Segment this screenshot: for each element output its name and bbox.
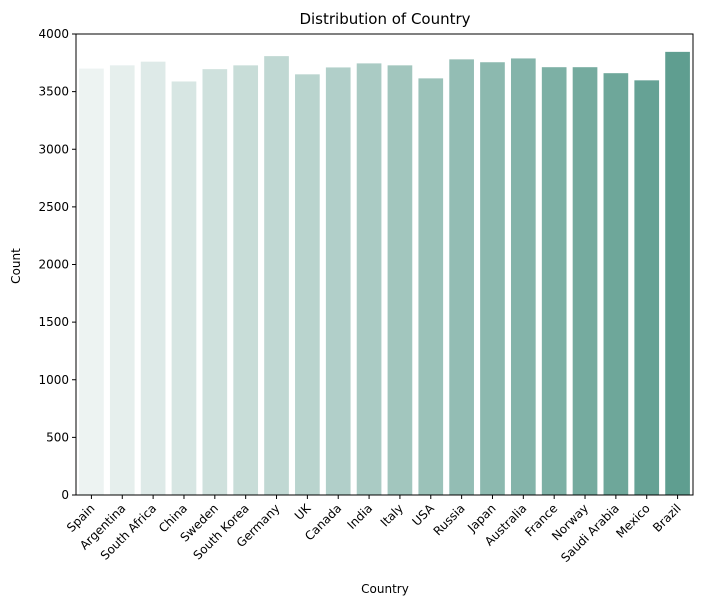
y-tick-label: 2500 (38, 200, 69, 214)
bar-japan (480, 62, 505, 496)
bar-south-africa (140, 61, 166, 495)
y-tick-label: 3000 (38, 142, 69, 156)
chart-title: Distribution of Country (299, 10, 470, 28)
x-tick-label: UK (292, 500, 314, 522)
x-tick-label: Brazil (650, 501, 684, 535)
y-tick-label: 2000 (38, 258, 69, 272)
bar-norway (572, 67, 598, 495)
bar-usa (418, 78, 444, 495)
bar-uk (295, 74, 320, 496)
x-tick-label: Mexico (613, 501, 653, 541)
x-tick-label: India (344, 501, 375, 532)
y-tick-label: 0 (61, 488, 69, 502)
axes-frame (75, 33, 694, 496)
bar-india (356, 63, 382, 496)
bar-sweden (202, 69, 228, 496)
bar-argentina (109, 65, 135, 496)
bar-germany (264, 56, 289, 496)
bar-canada (325, 67, 351, 496)
bar-mexico (634, 80, 660, 495)
y-tick-label: 500 (46, 430, 69, 444)
bar-russia (449, 59, 474, 495)
bar-spain (79, 68, 104, 495)
bar-china (171, 81, 197, 495)
y-tick-label: 3500 (38, 85, 69, 99)
bar-south-korea (233, 65, 259, 496)
y-tick-label: 4000 (38, 27, 69, 41)
y-tick-label: 1000 (38, 373, 69, 387)
bar-saudi-arabia (603, 73, 629, 495)
y-axis-label: Count (9, 248, 23, 284)
bar-italy (387, 65, 413, 496)
bar-brazil (665, 51, 690, 496)
x-tick-label: Italy (378, 501, 406, 529)
plot-area: 05001000150020002500300035004000SpainArg… (38, 27, 694, 565)
x-tick-label: Russia (431, 501, 468, 538)
bar-australia (510, 58, 536, 496)
y-tick-label: 1500 (38, 315, 69, 329)
bar-france (541, 67, 567, 495)
x-axis-label: Country (361, 582, 409, 596)
